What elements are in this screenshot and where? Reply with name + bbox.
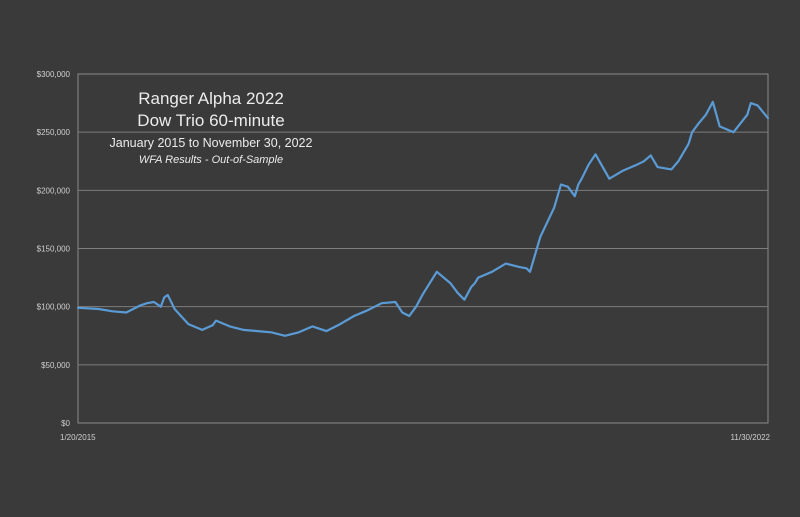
x-axis-ticks: 1/20/2015 11/30/2022 xyxy=(60,433,771,442)
y-tick-label: $300,000 xyxy=(37,70,71,79)
y-axis-ticks: $0 $50,000 $100,000 $150,000 $200,000 $250,00… xyxy=(37,70,71,428)
chart-subtitle-3: WFA Results - Out-of-Sample xyxy=(138,154,284,166)
series-layer xyxy=(76,100,770,337)
y-tick-label: $150,000 xyxy=(37,245,71,254)
x-tick-label: 11/30/2022 xyxy=(731,433,771,442)
y-tick-label: $0 xyxy=(61,419,70,428)
y-tick-label: $200,000 xyxy=(37,186,71,195)
y-tick-label: $250,000 xyxy=(37,128,71,137)
y-tick-label: $50,000 xyxy=(41,361,70,370)
gridlines xyxy=(77,73,769,424)
chart-title-block: Ranger Alpha 2022 Dow Trio 60-minute Jan… xyxy=(96,88,326,168)
y-tick-label: $100,000 xyxy=(37,303,71,312)
chart-subtitle-2: January 2015 to November 30, 2022 xyxy=(109,136,313,150)
series-line-0 xyxy=(76,100,770,337)
chart-title: Ranger Alpha 2022 xyxy=(138,89,284,108)
x-tick-label: 1/20/2015 xyxy=(60,433,96,442)
chart-subtitle-1: Dow Trio 60-minute xyxy=(137,111,285,130)
